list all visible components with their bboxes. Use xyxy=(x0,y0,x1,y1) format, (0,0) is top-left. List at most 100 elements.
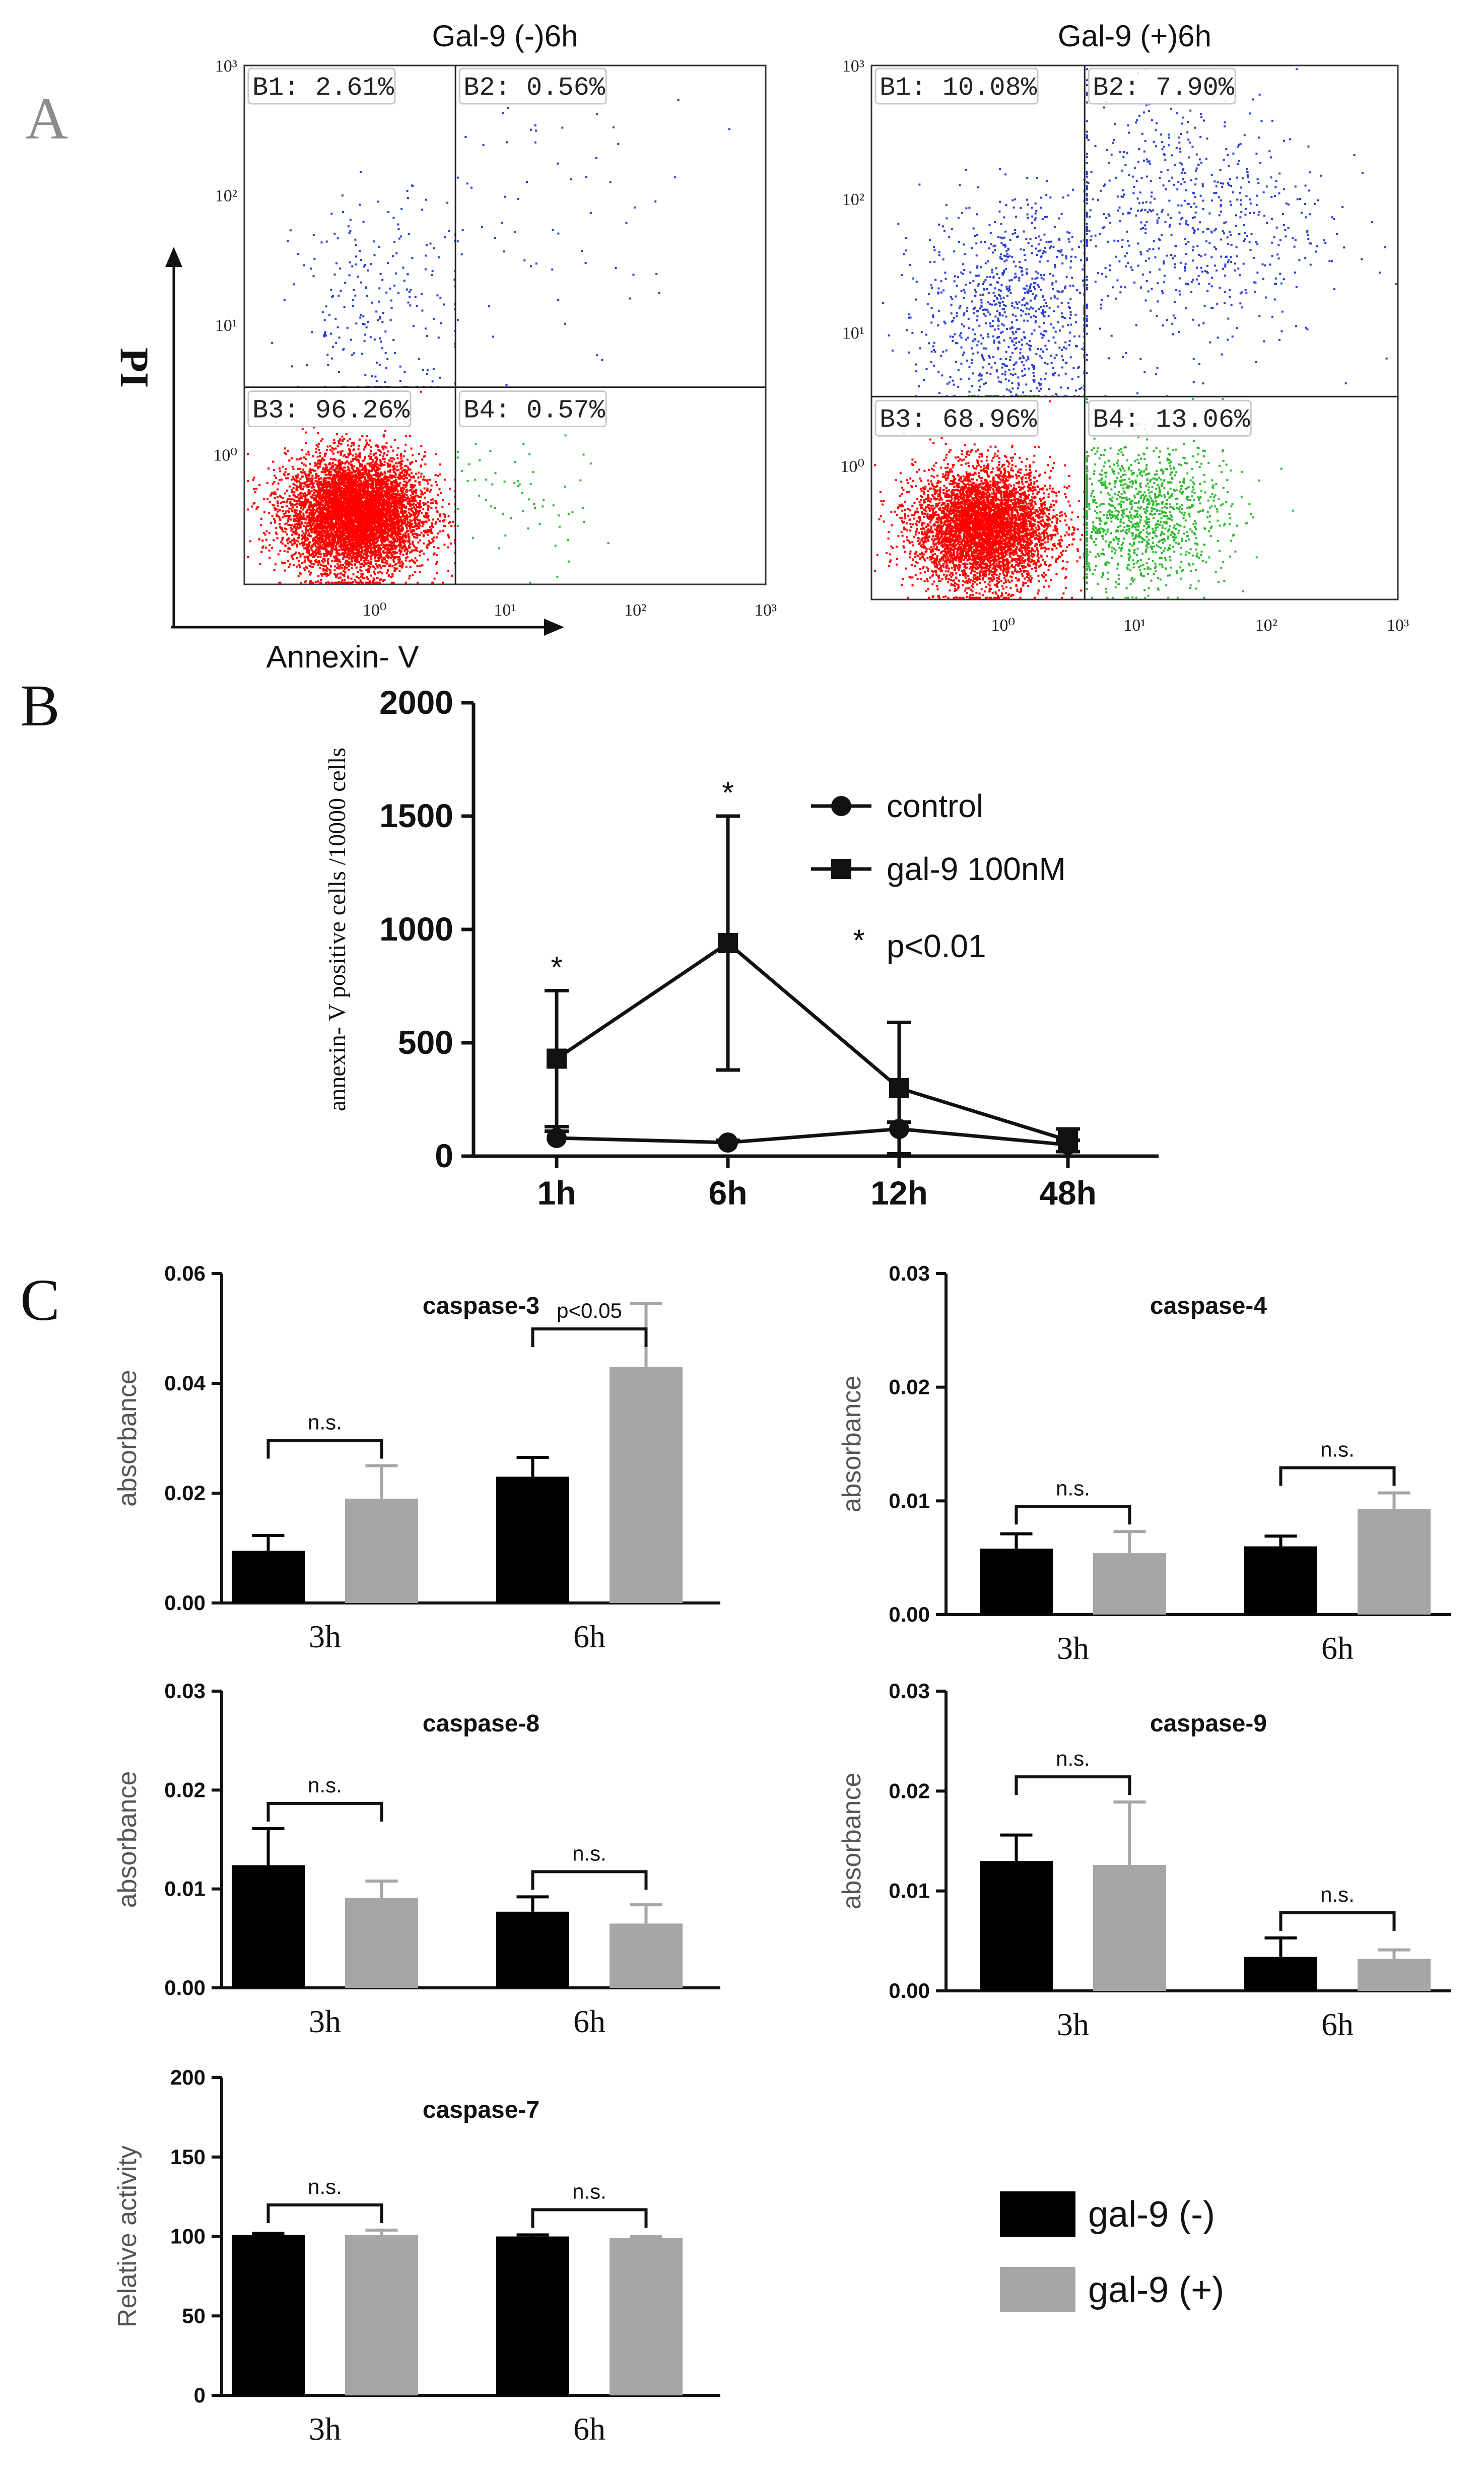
flow-event-dot xyxy=(284,471,287,474)
flow-event-dot xyxy=(443,544,446,546)
flow-event-dot xyxy=(327,536,329,538)
flow-event-dot xyxy=(319,521,322,523)
flow-event-dot xyxy=(368,483,371,485)
flow-event-dot xyxy=(363,481,366,484)
flow-event-dot xyxy=(311,514,314,516)
flow-event-dot xyxy=(367,489,369,492)
flow-event-dot xyxy=(313,489,315,491)
flow-event-dot xyxy=(306,567,308,569)
flow-event-dot xyxy=(281,501,284,503)
flow-event-dot xyxy=(296,505,299,508)
flow-event-dot xyxy=(381,559,383,561)
flow-event-dot xyxy=(280,527,282,529)
flow-event-dot xyxy=(317,564,320,566)
flow-event-dot xyxy=(404,534,407,537)
flow-event-dot xyxy=(381,501,383,504)
flow-event-dot xyxy=(325,464,327,466)
flow-event-dot xyxy=(387,477,390,479)
flow-event-dot xyxy=(247,508,249,511)
flow-event-dot xyxy=(346,502,348,505)
flow-event-dot xyxy=(412,484,414,486)
flow-event-dot xyxy=(283,473,285,476)
flow-event-dot xyxy=(427,529,429,531)
flow-event-dot xyxy=(332,458,334,461)
flow-event-dot xyxy=(279,470,282,473)
flow-event-dot xyxy=(309,581,311,584)
flow-event-dot xyxy=(405,565,408,568)
flow-event-dot xyxy=(385,548,388,551)
flow-event-dot xyxy=(326,560,329,562)
flow-event-dot xyxy=(363,473,366,476)
flow-event-dot xyxy=(414,549,416,552)
flow-event-dot xyxy=(298,458,301,460)
flow-event-dot xyxy=(334,458,337,461)
flow-event-dot xyxy=(349,470,351,472)
flow-event-dot xyxy=(395,523,398,526)
flow-event-dot xyxy=(383,460,386,463)
flow-event-dot xyxy=(437,532,439,534)
flow-event-dot xyxy=(417,581,419,584)
flow-event-dot xyxy=(378,525,380,528)
flow-event-dot xyxy=(364,457,366,459)
flow-event-dot xyxy=(287,477,289,480)
flow-event-dot xyxy=(293,514,295,517)
flow-event-dot xyxy=(299,566,301,568)
flow-event-dot xyxy=(341,538,344,541)
flow-event-dot xyxy=(320,496,322,498)
flow-event-dot xyxy=(415,537,417,539)
flow-event-dot xyxy=(388,476,391,478)
flow-event-dot xyxy=(419,565,421,567)
flow-event-dot xyxy=(437,494,439,496)
flow-event-dot xyxy=(268,532,271,534)
flow-event-dot xyxy=(392,581,395,584)
flow-event-dot xyxy=(331,461,334,464)
flow-event-dot xyxy=(430,489,432,491)
flow-event-dot xyxy=(424,492,426,494)
flow-event-dot xyxy=(419,519,421,522)
flow-event-dot xyxy=(335,576,338,578)
flow-event-dot xyxy=(316,490,319,492)
flow-event-dot xyxy=(404,559,407,562)
flow-event-dot xyxy=(305,518,308,521)
flow-event-dot xyxy=(307,483,310,486)
flow-event-dot xyxy=(358,561,360,563)
flow-event-dot xyxy=(321,484,323,487)
flow-event-dot xyxy=(312,581,314,584)
flow-event-dot xyxy=(324,486,327,488)
flow-event-dot xyxy=(403,469,406,471)
flow-event-dot xyxy=(377,446,379,448)
flow-event-dot xyxy=(265,547,267,549)
flow-event-dot xyxy=(298,498,300,500)
flow-event-dot xyxy=(360,485,362,488)
flow-event-dot xyxy=(382,532,385,535)
flow-event-dot xyxy=(391,554,394,556)
flow-event-dot xyxy=(266,482,268,484)
flow-event-dot xyxy=(291,533,293,536)
flow-event-dot xyxy=(418,481,420,484)
flow-event-dot xyxy=(401,494,404,496)
flow-event-dot xyxy=(343,543,345,545)
flow-event-dot xyxy=(366,441,368,444)
panel-letter-b: B xyxy=(20,673,60,739)
flow-event-dot xyxy=(387,555,389,557)
flow-event-dot xyxy=(407,468,410,471)
flow-event-dot xyxy=(386,562,389,565)
flow-event-dot xyxy=(319,556,322,558)
flow-event-dot xyxy=(291,510,294,512)
flow-event-dot xyxy=(299,496,301,499)
flow-event-dot xyxy=(324,573,326,576)
flow-event-dot xyxy=(292,468,295,471)
flow-event-dot xyxy=(372,577,375,580)
flow-event-dot xyxy=(305,442,307,444)
flow-event-dot xyxy=(342,553,344,556)
flow-event-dot xyxy=(429,490,431,493)
flow-event-dot xyxy=(348,462,351,465)
flow-event-dot xyxy=(367,548,369,550)
flow-event-dot xyxy=(349,527,351,529)
flow-event-dot xyxy=(308,475,311,477)
flow-event-dot xyxy=(404,481,407,483)
flow-event-dot xyxy=(282,510,284,512)
flow-event-dot xyxy=(338,559,341,561)
flow-event-dot xyxy=(290,555,293,557)
